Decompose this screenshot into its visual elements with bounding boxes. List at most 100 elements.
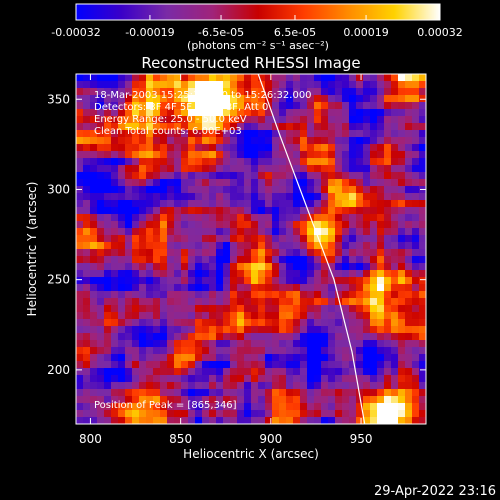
heatmap-cell [153, 263, 161, 271]
heatmap-cell [195, 270, 203, 278]
heatmap-cell [251, 284, 259, 292]
heatmap-cell [258, 270, 266, 278]
heatmap-cell [125, 312, 133, 320]
heatmap-cell [174, 277, 182, 285]
heatmap-cell [132, 396, 140, 404]
heatmap-cell [167, 403, 175, 411]
heatmap-cell [181, 305, 189, 313]
heatmap-cell [328, 88, 336, 96]
heatmap-cell [160, 144, 168, 152]
heatmap-cell [251, 179, 259, 187]
heatmap-cell [83, 81, 91, 89]
heatmap-cell [328, 361, 336, 369]
heatmap-cell [90, 81, 98, 89]
heatmap-cell [132, 375, 140, 383]
heatmap-cell [356, 417, 364, 424]
heatmap-cell [349, 361, 357, 369]
heatmap-cell [97, 417, 105, 424]
heatmap-cell [244, 221, 252, 229]
heatmap-cell [139, 81, 147, 89]
heatmap-cell [174, 403, 182, 411]
heatmap-cell [83, 95, 91, 103]
heatmap-cell [76, 95, 84, 103]
heatmap-cell [370, 144, 378, 152]
heatmap-cell [370, 200, 378, 208]
heatmap-cell [188, 354, 196, 362]
heatmap-cell [111, 165, 119, 173]
heatmap-cell [384, 326, 392, 334]
heatmap-cell [342, 123, 350, 131]
heatmap-cell [384, 158, 392, 166]
heatmap-cell [272, 242, 280, 250]
heatmap-cell [356, 165, 364, 173]
heatmap-cell [405, 417, 413, 424]
heatmap-cell [195, 375, 203, 383]
heatmap-cell [111, 109, 119, 117]
annotation-energy-range: Energy Range: 25.0 - 50.0 keV [94, 114, 247, 125]
heatmap-cell [139, 305, 147, 313]
heatmap-cell [104, 221, 112, 229]
heatmap-cell [314, 389, 322, 397]
heatmap-cell [349, 242, 357, 250]
heatmap-cell [118, 256, 126, 264]
heatmap-cell [342, 242, 350, 250]
heatmap-cell [363, 382, 371, 390]
heatmap-cell [125, 305, 133, 313]
heatmap-cell [279, 403, 287, 411]
heatmap-cell [153, 375, 161, 383]
heatmap-cell [202, 361, 210, 369]
heatmap-cell [146, 298, 154, 306]
heatmap-cell [370, 249, 378, 257]
heatmap-cell [160, 312, 168, 320]
heatmap-cell [335, 158, 343, 166]
heatmap-cell [244, 417, 252, 424]
heatmap-cell [76, 256, 84, 264]
heatmap-image [76, 74, 426, 424]
heatmap-cell [321, 172, 329, 180]
heatmap-cell [412, 123, 420, 131]
heatmap-cell [174, 347, 182, 355]
heatmap-cell [363, 158, 371, 166]
heatmap-cell [328, 305, 336, 313]
heatmap-cell [209, 284, 217, 292]
heatmap-cell [244, 137, 252, 145]
heatmap-cell [216, 277, 224, 285]
heatmap-cell [90, 312, 98, 320]
heatmap-cell [146, 81, 154, 89]
heatmap-cell [412, 382, 420, 390]
heatmap-cell [258, 375, 266, 383]
heatmap-cell [391, 102, 399, 110]
heatmap-cell [237, 277, 245, 285]
heatmap-cell [167, 172, 175, 180]
heatmap-cell [83, 221, 91, 229]
heatmap-cell [174, 333, 182, 341]
heatmap-cell [349, 291, 357, 299]
heatmap-cell [349, 200, 357, 208]
heatmap-cell [356, 298, 364, 306]
heatmap-cell [398, 81, 406, 89]
heatmap-cell [195, 207, 203, 215]
heatmap-cell [216, 200, 224, 208]
heatmap-cell [328, 403, 336, 411]
heatmap-cell [167, 263, 175, 271]
heatmap-cell [90, 207, 98, 215]
heatmap-cell [363, 242, 371, 250]
heatmap-cell [279, 81, 287, 89]
heatmap-cell [314, 396, 322, 404]
heatmap-cell [321, 123, 329, 131]
heatmap-cell [335, 354, 343, 362]
heatmap-cell [258, 172, 266, 180]
heatmap-cell [314, 228, 322, 236]
heatmap-cell [412, 165, 420, 173]
heatmap-cell [314, 179, 322, 187]
heatmap-cell [370, 186, 378, 194]
heatmap-cell [258, 214, 266, 222]
heatmap-cell [412, 354, 420, 362]
heatmap-cell [111, 179, 119, 187]
heatmap-cell [97, 368, 105, 376]
heatmap-cell [412, 172, 420, 180]
heatmap-cell [349, 375, 357, 383]
heatmap-cell [90, 403, 98, 411]
heatmap-cell [139, 179, 147, 187]
heatmap-cell [195, 410, 203, 418]
